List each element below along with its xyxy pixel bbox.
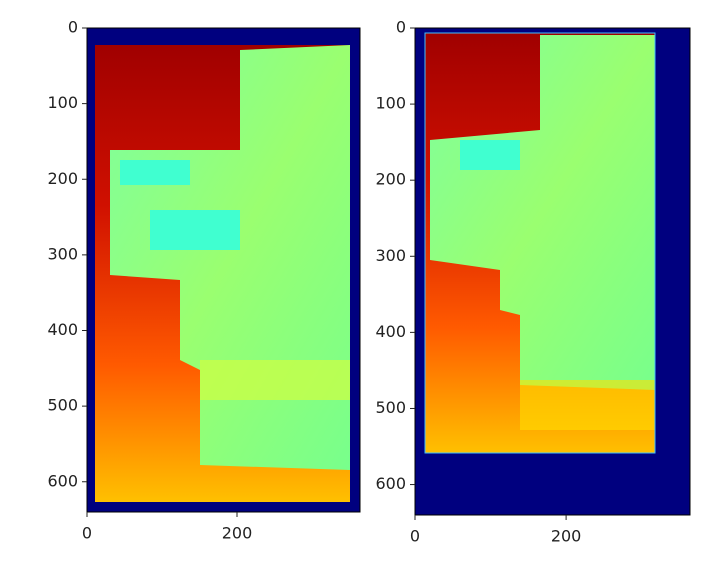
y-tick-label: 600	[375, 474, 406, 493]
x-tick-label: 200	[222, 524, 253, 543]
depth-image-left	[87, 28, 360, 512]
y-tick-label: 100	[375, 94, 406, 113]
y-tick-label: 500	[375, 398, 406, 417]
x-tick-label: 200	[551, 527, 582, 546]
y-tick-label: 500	[47, 396, 78, 415]
axes-frame	[414, 27, 691, 516]
y-tick-label: 600	[47, 471, 78, 490]
y-tick-label: 400	[375, 322, 406, 341]
y-tick-label: 200	[47, 169, 78, 188]
y-tick-label: 200	[375, 170, 406, 189]
y-tick-label: 100	[47, 93, 78, 112]
x-tick-label: 0	[82, 524, 92, 543]
y-tick-label: 300	[375, 246, 406, 265]
y-tick-label: 0	[68, 18, 78, 37]
y-tick-label: 400	[47, 320, 78, 339]
y-tick-label: 0	[396, 18, 406, 37]
axes-frame	[86, 27, 361, 513]
depth-image-right	[415, 28, 690, 515]
x-tick-label: 0	[410, 527, 420, 546]
y-tick-label: 300	[47, 244, 78, 263]
